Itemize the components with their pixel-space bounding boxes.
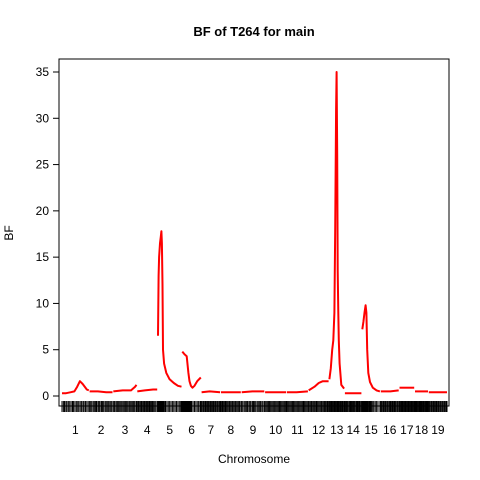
- bf-line-chr-1: [62, 380, 90, 395]
- plot-frame: [58, 58, 450, 407]
- y-axis-label: BF: [2, 225, 16, 240]
- chromosome-label: 17: [400, 423, 414, 437]
- chromosome-label: 13: [330, 423, 344, 437]
- chromosome-label: 2: [98, 423, 105, 437]
- bf-line-chr-11: [286, 390, 308, 394]
- chromosome-label: 11: [291, 423, 304, 437]
- chromosome-label: 8: [228, 423, 235, 437]
- y-axis: 0 5 10 15 20 25 30 35: [36, 65, 59, 403]
- bf-line-chr-3: [113, 384, 138, 393]
- chart-title: BF of T264 for main: [193, 24, 314, 39]
- chromosome-label: 12: [312, 423, 326, 437]
- marker-rug: [61, 401, 448, 412]
- bf-line-chr-6: [181, 350, 202, 389]
- bf-line-chr-9: [241, 390, 265, 394]
- chromosome-label: 1: [72, 423, 79, 437]
- chromosome-label: 10: [269, 423, 283, 437]
- chromosome-label: 5: [166, 423, 173, 437]
- bf-line-chr-2: [89, 390, 113, 394]
- chromosome-label: 14: [346, 423, 360, 437]
- chromosome-label: 15: [364, 423, 378, 437]
- bf-line-chr-12: [308, 380, 329, 392]
- y-tick-label: 15: [36, 250, 50, 264]
- x-axis-label: Chromosome: [218, 452, 290, 466]
- bf-line-chr-5: [157, 230, 182, 388]
- bf-series-group: [62, 71, 447, 395]
- y-tick-label: 30: [36, 111, 50, 125]
- chromosome-label: 6: [188, 423, 195, 437]
- y-tick-label: 10: [36, 296, 50, 310]
- chromosome-label: 16: [383, 423, 397, 437]
- chromosome-label: 3: [122, 423, 129, 437]
- y-tick-label: 0: [42, 389, 49, 403]
- chromosome-labels: 1 2 3 4 5 6 7 8 9 10 11 12 13 14 15 16 17 18 19: [72, 423, 445, 437]
- bf-line-chr-7: [201, 390, 221, 394]
- chromosome-label: 9: [250, 423, 257, 437]
- chromosome-label: 19: [431, 423, 445, 437]
- bf-line-chr-13: [328, 71, 345, 390]
- chromosome-label: 7: [208, 423, 215, 437]
- y-tick-label: 5: [42, 343, 49, 357]
- chromosome-label: 4: [144, 423, 151, 437]
- y-tick-label: 35: [36, 65, 50, 79]
- bf-line-chr-4: [137, 388, 158, 393]
- bf-line-chr-15: [361, 304, 381, 393]
- chromosome-label: 18: [415, 423, 429, 437]
- y-tick-label: 20: [36, 204, 50, 218]
- bf-line-chr-16: [380, 389, 399, 393]
- y-tick-label: 25: [36, 158, 50, 172]
